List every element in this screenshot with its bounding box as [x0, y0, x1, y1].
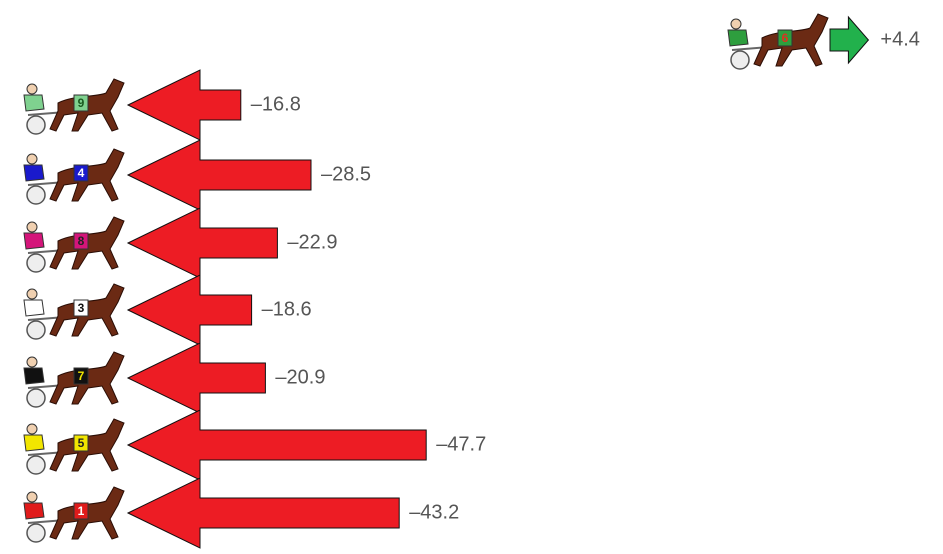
horse-icon: 4: [23, 148, 125, 205]
value-label: –28.5: [321, 163, 371, 185]
saddle-cloth: [73, 434, 89, 452]
horse-number: 3: [78, 301, 85, 315]
value-label: –18.6: [262, 298, 312, 320]
sulky-wheel: [26, 115, 46, 135]
arrow: [126, 207, 278, 279]
driver-head: [26, 356, 38, 368]
value-label: –16.8: [251, 93, 301, 115]
horse-number: 9: [78, 96, 85, 110]
arrow: [126, 342, 266, 414]
driver-body: [23, 299, 45, 317]
horse-icon: 9: [23, 78, 125, 135]
saddle-cloth: [73, 367, 89, 385]
horse-number: 6: [782, 31, 789, 45]
driver-head: [26, 153, 38, 165]
driver-head: [26, 83, 38, 95]
driver-body: [23, 94, 45, 112]
saddle-cloth: [73, 502, 89, 520]
value-label: –43.2: [409, 501, 459, 523]
horse-number: 4: [78, 166, 85, 180]
arrow: [126, 69, 242, 141]
arrow: [126, 409, 427, 481]
driver-head: [26, 423, 38, 435]
horse-icon: 7: [23, 351, 125, 408]
sulky-wheel: [26, 185, 46, 205]
horse-icon: 3: [23, 283, 125, 340]
driver-body: [23, 232, 45, 250]
horse-number: 7: [78, 369, 85, 383]
arrow: [126, 477, 400, 549]
saddle-cloth: [73, 94, 89, 112]
value-label: –20.9: [275, 366, 325, 388]
horse-icon: 5: [23, 418, 125, 475]
driver-body: [23, 367, 45, 385]
driver-body: [23, 164, 45, 182]
value-label: –47.7: [436, 433, 486, 455]
driver-head: [26, 288, 38, 300]
horse-icon: 8: [23, 216, 125, 273]
driver-head: [26, 491, 38, 503]
sulky-wheel: [26, 523, 46, 543]
sulky-wheel: [26, 388, 46, 408]
arrow: [126, 139, 312, 211]
sulky-wheel: [730, 50, 750, 70]
sulky-wheel: [26, 455, 46, 475]
arrow: [126, 274, 253, 346]
arrow: [829, 15, 870, 65]
driver-body: [23, 502, 45, 520]
horse-icon: 1: [23, 486, 125, 543]
horse-number: 1: [78, 504, 85, 518]
saddle-cloth: [777, 29, 793, 47]
horse-icon: 6: [727, 13, 829, 70]
value-label: –22.9: [287, 231, 337, 253]
value-label: +4.4: [880, 28, 919, 50]
driver-body: [727, 29, 749, 47]
driver-head: [26, 221, 38, 233]
sulky-wheel: [26, 253, 46, 273]
horse-number: 5: [78, 436, 85, 450]
sulky-wheel: [26, 320, 46, 340]
saddle-cloth: [73, 164, 89, 182]
driver-head: [730, 18, 742, 30]
horse-number: 8: [78, 234, 85, 248]
saddle-cloth: [73, 299, 89, 317]
driver-body: [23, 434, 45, 452]
saddle-cloth: [73, 232, 89, 250]
